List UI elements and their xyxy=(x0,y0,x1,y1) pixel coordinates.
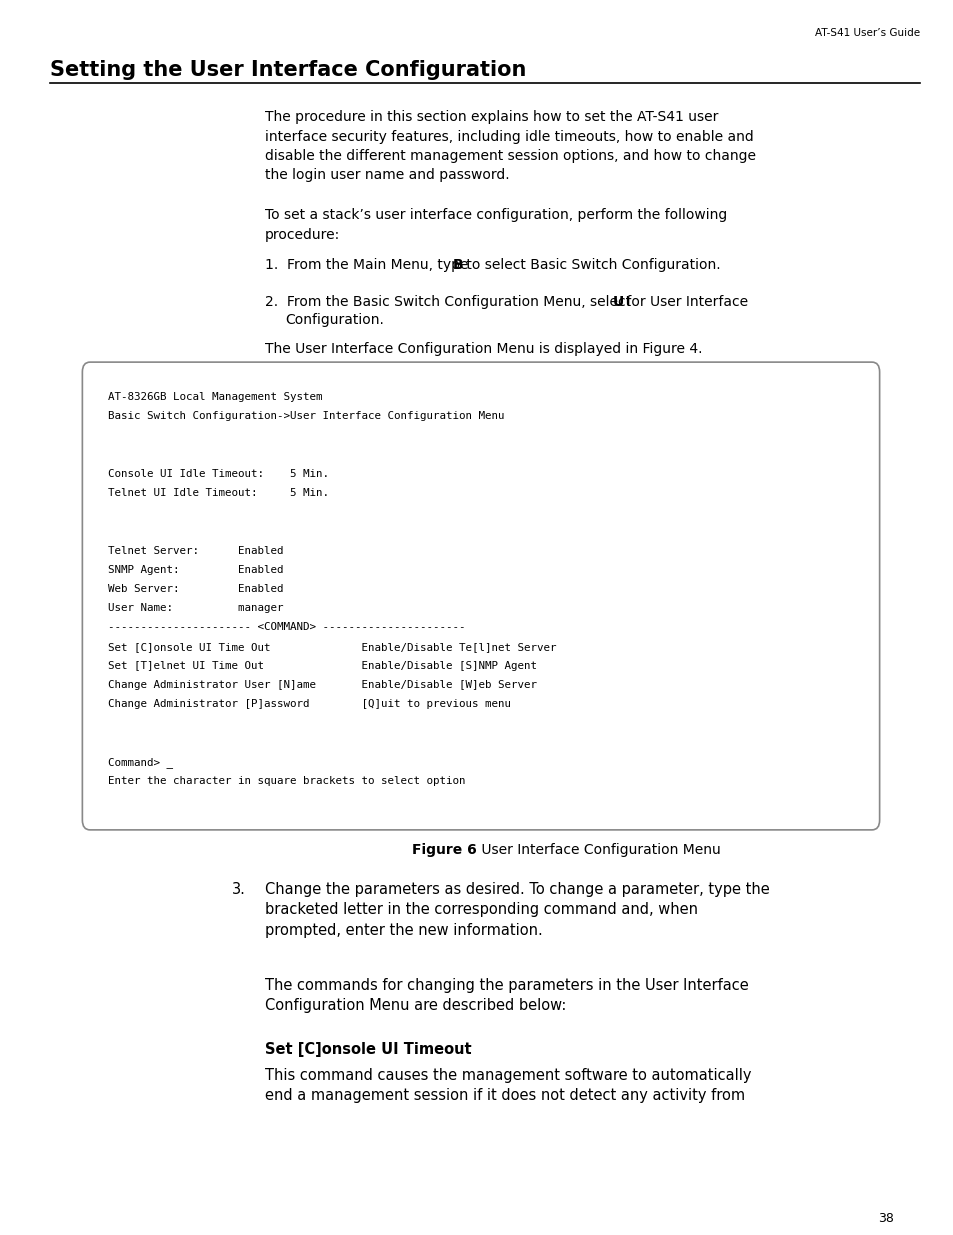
Text: Enter the character in square brackets to select option: Enter the character in square brackets t… xyxy=(108,776,465,785)
Text: Change the parameters as desired. To change a parameter, type the
bracketed lett: Change the parameters as desired. To cha… xyxy=(265,882,769,937)
Text: Set [T]elnet UI Time Out               Enable/Disable [S]NMP Agent: Set [T]elnet UI Time Out Enable/Disable … xyxy=(108,661,537,671)
Text: AT-8326GB Local Management System: AT-8326GB Local Management System xyxy=(108,391,322,403)
FancyBboxPatch shape xyxy=(82,362,879,830)
Text: Setting the User Interface Configuration: Setting the User Interface Configuration xyxy=(50,61,526,80)
Text: Figure 6: Figure 6 xyxy=(412,844,476,857)
Text: ---------------------- <COMMAND> ----------------------: ---------------------- <COMMAND> -------… xyxy=(108,622,465,632)
Text: To set a stack’s user interface configuration, perform the following
procedure:: To set a stack’s user interface configur… xyxy=(265,207,726,242)
Text: 1.  From the Main Menu, type: 1. From the Main Menu, type xyxy=(265,258,473,272)
Text: Telnet Server:      Enabled: Telnet Server: Enabled xyxy=(108,546,283,556)
Text: 38: 38 xyxy=(877,1212,893,1225)
Text: Set [C]onsole UI Time Out              Enable/Disable Te[l]net Server: Set [C]onsole UI Time Out Enable/Disable… xyxy=(108,642,556,652)
Text: Basic Switch Configuration->User Interface Configuration Menu: Basic Switch Configuration->User Interfa… xyxy=(108,411,504,421)
Text: This command causes the management software to automatically
end a management se: This command causes the management softw… xyxy=(265,1068,751,1103)
Text: Telnet UI Idle Timeout:     5 Min.: Telnet UI Idle Timeout: 5 Min. xyxy=(108,488,329,498)
Text: Set [C]onsole UI Timeout: Set [C]onsole UI Timeout xyxy=(265,1042,471,1057)
Text: AT-S41 User’s Guide: AT-S41 User’s Guide xyxy=(815,28,920,38)
Text: Change Administrator User [N]ame       Enable/Disable [W]eb Server: Change Administrator User [N]ame Enable/… xyxy=(108,680,537,690)
Text: 3.: 3. xyxy=(232,882,246,897)
Text: Change Administrator [P]assword        [Q]uit to previous menu: Change Administrator [P]assword [Q]uit t… xyxy=(108,699,511,709)
Text: The procedure in this section explains how to set the AT-S41 user
interface secu: The procedure in this section explains h… xyxy=(265,110,755,183)
Text: B: B xyxy=(453,258,463,272)
Text: Web Server:         Enabled: Web Server: Enabled xyxy=(108,584,283,594)
Text: Command> _: Command> _ xyxy=(108,757,172,768)
Text: Configuration.: Configuration. xyxy=(285,312,383,327)
Text: to select Basic Switch Configuration.: to select Basic Switch Configuration. xyxy=(461,258,720,272)
Text: for User Interface: for User Interface xyxy=(621,295,747,309)
Text: The User Interface Configuration Menu is displayed in Figure 4.: The User Interface Configuration Menu is… xyxy=(265,342,701,356)
Text: User Interface Configuration Menu: User Interface Configuration Menu xyxy=(476,844,720,857)
Text: Console UI Idle Timeout:    5 Min.: Console UI Idle Timeout: 5 Min. xyxy=(108,469,329,479)
Text: User Name:          manager: User Name: manager xyxy=(108,603,283,614)
Text: SNMP Agent:         Enabled: SNMP Agent: Enabled xyxy=(108,564,283,574)
Text: U: U xyxy=(613,295,623,309)
Text: 2.  From the Basic Switch Configuration Menu, select: 2. From the Basic Switch Configuration M… xyxy=(265,295,635,309)
Text: The commands for changing the parameters in the User Interface
Configuration Men: The commands for changing the parameters… xyxy=(265,978,748,1014)
